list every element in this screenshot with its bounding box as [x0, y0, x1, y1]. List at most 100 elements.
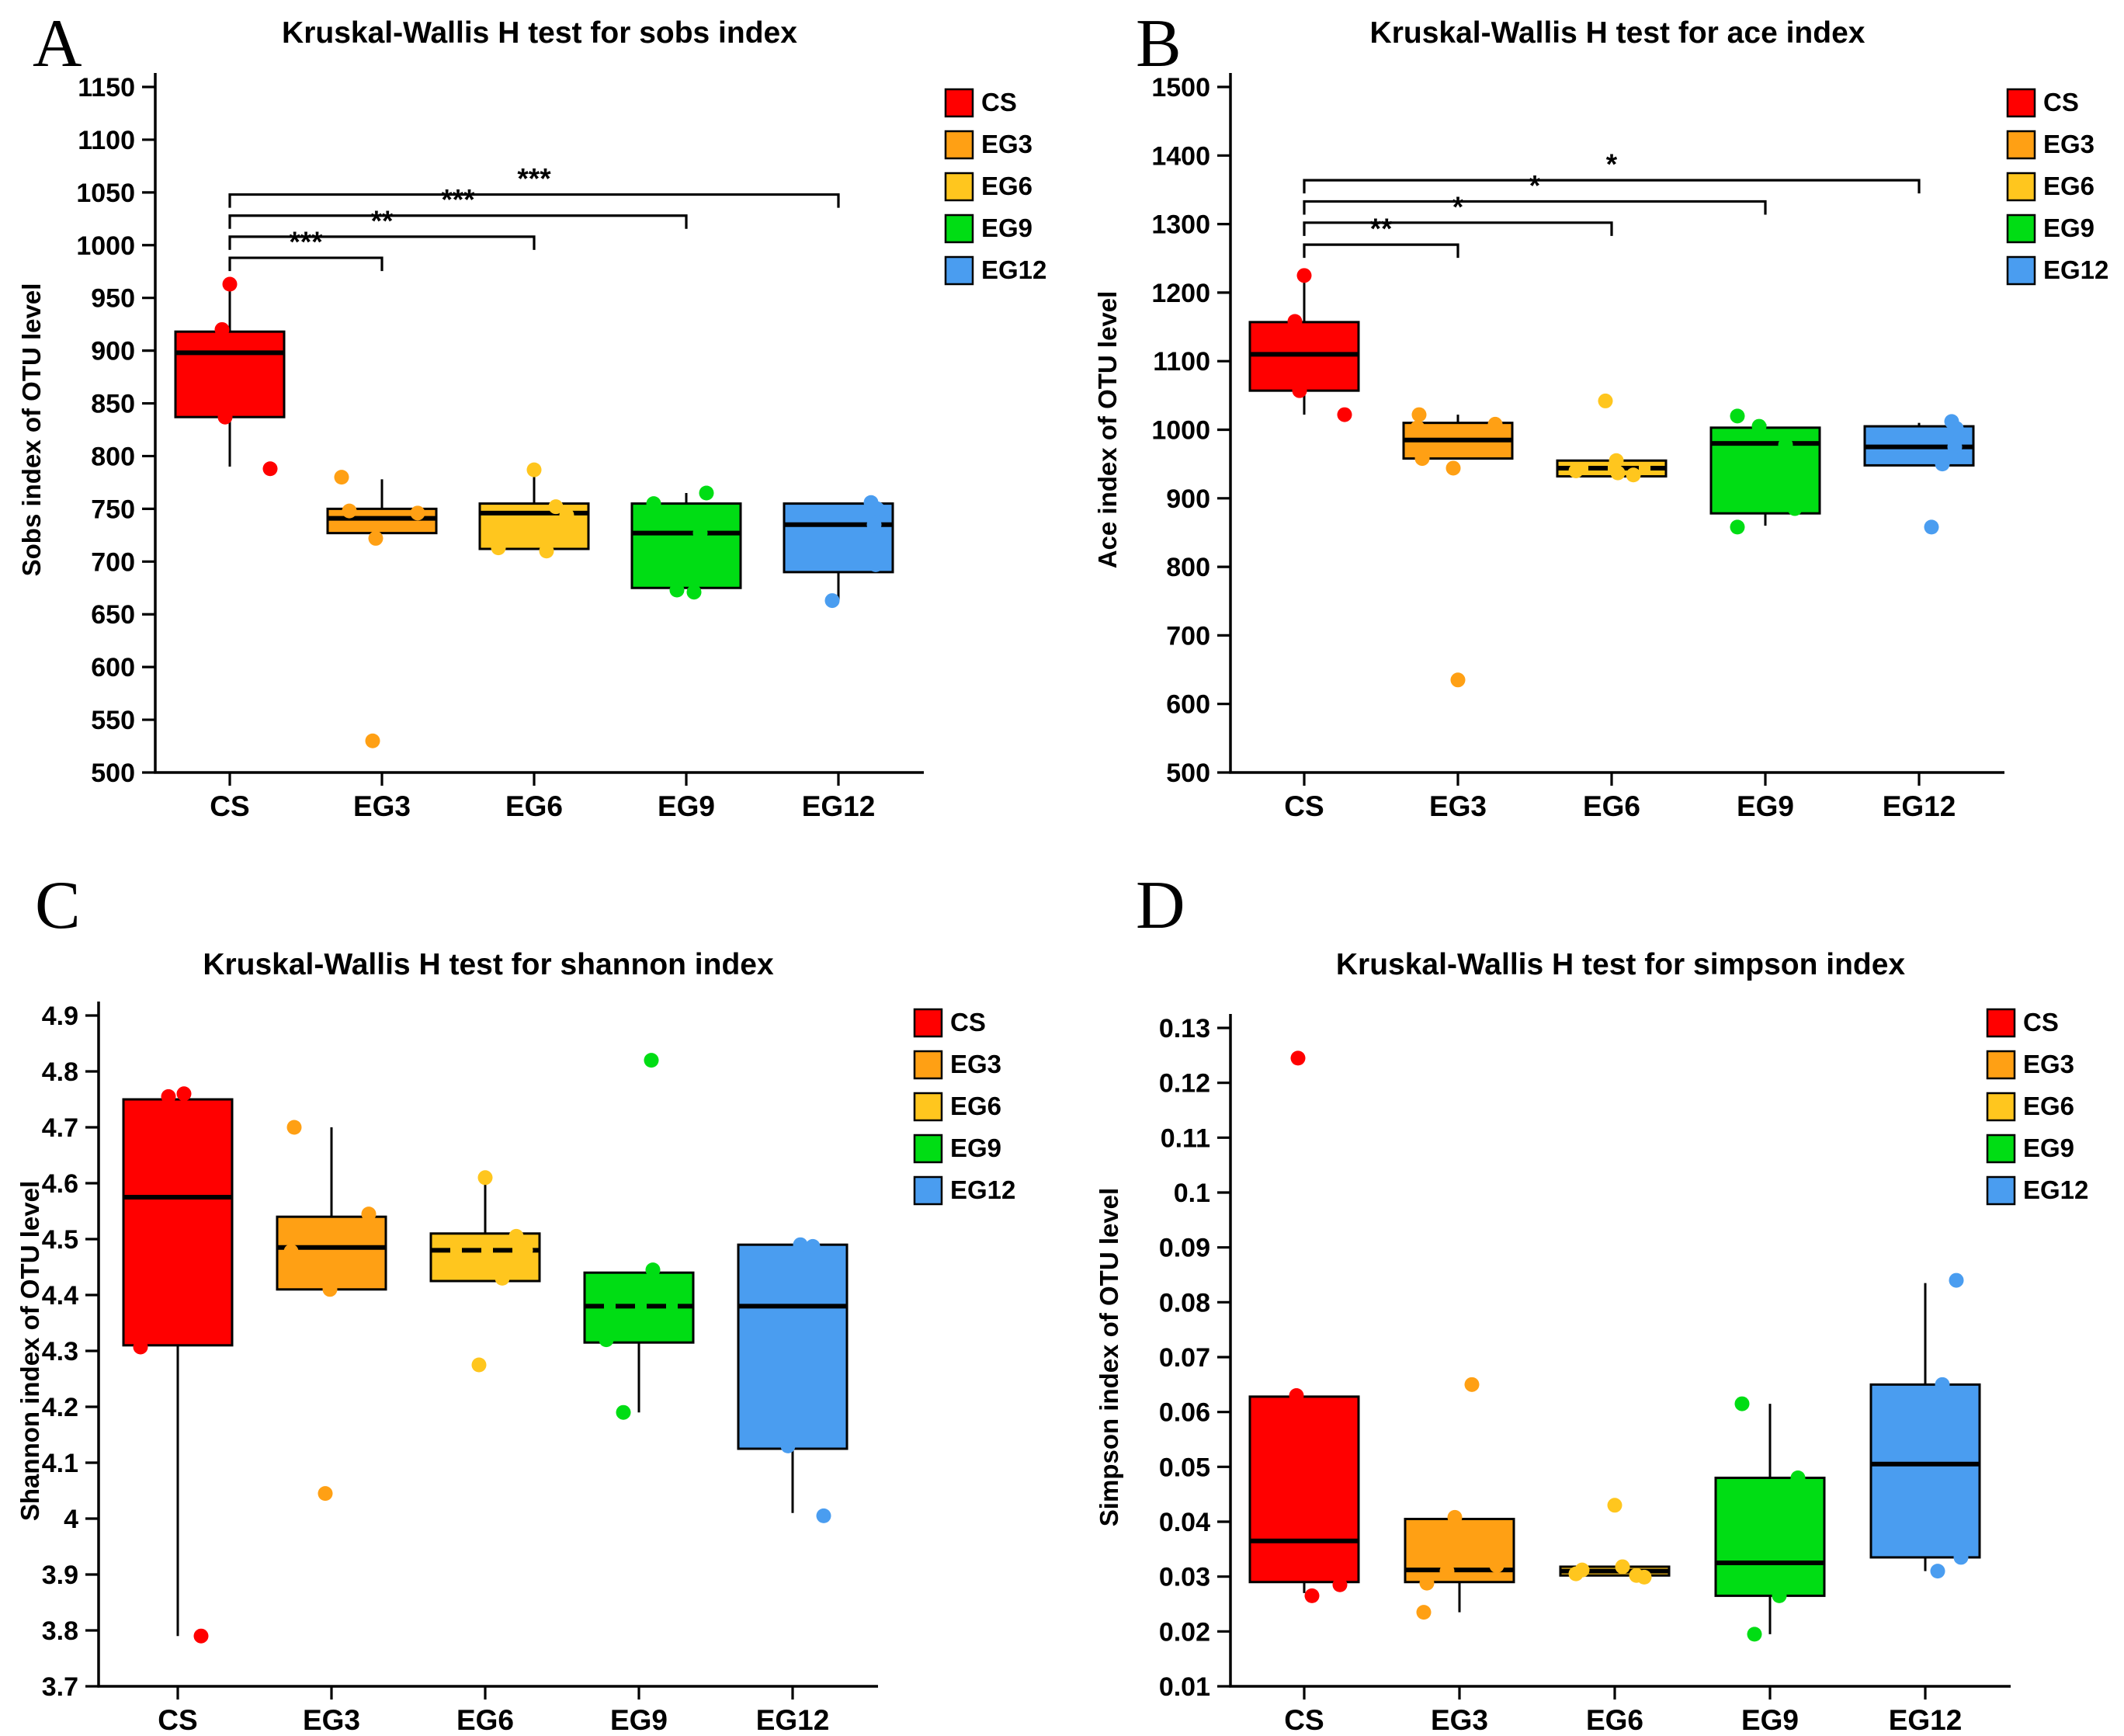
significance-bracket-CS-EG9: [228, 214, 688, 229]
chart-title: Kruskal-Wallis H test for sobs index: [282, 16, 797, 50]
legend-label-eg12: EG12: [2023, 1175, 2088, 1204]
data-point-EG3: [1419, 1575, 1435, 1591]
significance-bracket-CS-EG3: [1303, 243, 1459, 259]
y-tick-label: 800: [91, 442, 135, 471]
legend-swatch-eg6: [2006, 172, 2036, 202]
data-point-EG12: [1935, 457, 1950, 472]
legend-swatch-eg9: [944, 214, 974, 244]
y-tick-label: 0.1: [1174, 1179, 1210, 1208]
data-point-CS: [222, 276, 238, 292]
y-axis-label: Sobs index of OTU level: [17, 283, 46, 577]
legend-label-eg3: EG3: [981, 130, 1032, 158]
significance-bracket-CS-EG9: [1303, 200, 1767, 215]
data-point-EG6: [1636, 1569, 1652, 1585]
legend-swatch-cs: [944, 88, 974, 118]
y-axis-label: Shannon index of OTU level: [16, 1181, 44, 1521]
legend-label-eg6: EG6: [981, 172, 1032, 200]
legend-swatch-eg6: [944, 172, 974, 202]
legend-swatch-eg12: [944, 255, 974, 286]
boxplot-svg-ace: B Kruskal-Wallis H test for ace index Ace …: [1093, 6, 2108, 822]
y-tick-label: 1500: [1151, 73, 1210, 102]
data-point-CS: [214, 321, 230, 337]
y-tick-label: 0.03: [1159, 1563, 1210, 1592]
data-point-EG9: [1730, 408, 1745, 424]
data-point-EG3: [1464, 1377, 1480, 1392]
legend-swatch-eg6: [1986, 1092, 2016, 1122]
data-point-EG12: [1947, 439, 1963, 455]
x-tick-label-eg9: EG9: [658, 790, 715, 822]
data-point-CS: [1337, 407, 1352, 422]
legend-swatch-eg6: [913, 1092, 943, 1122]
legend-label-eg12: EG12: [950, 1175, 1015, 1204]
box-CS: [1248, 1395, 1360, 1584]
x-tick-label-eg9: EG9: [610, 1704, 668, 1732]
data-point-CS: [1289, 1387, 1304, 1403]
x-tick-label-cs: CS: [210, 790, 249, 822]
y-tick-label: 1100: [1153, 347, 1210, 377]
significance-label-CS-EG9: ***: [441, 184, 475, 216]
data-point-EG3: [1489, 1558, 1504, 1574]
legend-swatch-eg3: [1986, 1050, 2016, 1080]
data-point-EG9: [616, 1404, 631, 1420]
legend-label-eg12: EG12: [981, 255, 1046, 284]
data-point-EG6: [1626, 467, 1641, 483]
data-point-EG6: [508, 1228, 524, 1244]
data-point-EG9: [699, 485, 714, 501]
y-tick-label: 0.12: [1159, 1069, 1210, 1099]
x-tick-label-eg3: EG3: [303, 1704, 360, 1732]
data-point-CS: [1296, 268, 1312, 283]
significance-label-CS-EG3: **: [1370, 213, 1393, 245]
legend-swatch-eg12: [913, 1175, 943, 1206]
data-point-EG3: [322, 1282, 338, 1297]
significance-label-CS-EG6: **: [371, 205, 394, 237]
y-tick-label: 4: [64, 1505, 78, 1534]
x-tick-label-eg12: EG12: [802, 790, 876, 822]
chart-title: Kruskal-Wallis H test for shannon index: [203, 948, 774, 981]
significance-label-CS-EG12: ***: [517, 163, 551, 195]
data-point-EG12: [1953, 1550, 1969, 1565]
data-point-EG6: [491, 540, 506, 556]
data-point-EG6: [1609, 453, 1624, 468]
y-tick-label: 950: [91, 284, 135, 314]
significance-bracket-CS-EG12: [228, 193, 840, 208]
significance-label-CS-EG9: *: [1529, 169, 1541, 201]
panel-letter: C: [35, 868, 81, 943]
significance-label-CS-EG3: ***: [289, 226, 323, 258]
x-tick-label-eg3: EG3: [353, 790, 411, 822]
box-EG9: [1709, 426, 1821, 515]
data-point-CS: [133, 1339, 148, 1355]
data-point-EG12: [1935, 1377, 1950, 1392]
panel-letter: D: [1136, 868, 1185, 943]
y-tick-label: 500: [91, 759, 135, 788]
boxplot-svg-shannon: C Kruskal-Wallis H test for shannon index…: [16, 868, 1015, 1736]
y-tick-label: 550: [91, 706, 135, 735]
panel-a-sobs-boxplot: A Kruskal-Wallis H test for sobs index Sob…: [0, 0, 1062, 866]
y-tick-label: 900: [91, 337, 135, 366]
y-tick-label: 850: [91, 390, 135, 419]
chart-title: Kruskal-Wallis H test for ace index: [1370, 16, 1865, 50]
legend-label-eg9: EG9: [950, 1134, 1001, 1162]
data-point-EG3: [410, 505, 425, 521]
y-tick-label: 500: [1166, 759, 1210, 788]
y-axis-label: Ace index of OTU level: [1093, 291, 1122, 569]
x-tick-label-eg9: EG9: [1741, 1704, 1799, 1732]
data-point-EG12: [793, 1237, 808, 1252]
data-point-EG3: [1447, 1509, 1463, 1525]
significance-bracket-CS-EG6: [228, 235, 536, 250]
panel-d-simpson-boxplot: D Kruskal-Wallis H test for simpson index…: [1062, 866, 2124, 1736]
x-tick-label-eg12: EG12: [1889, 1704, 1963, 1732]
data-point-EG6: [495, 1270, 510, 1286]
data-point-CS: [1287, 314, 1303, 329]
data-point-EG3: [1487, 416, 1503, 432]
y-tick-label: 1200: [1151, 279, 1210, 308]
legend-label-eg6: EG6: [2043, 172, 2094, 200]
data-point-EG3: [368, 530, 384, 546]
boxplot-svg-sobs: A Kruskal-Wallis H test for sobs index Sob…: [17, 6, 1046, 822]
significance-label-CS-EG12: *: [1606, 148, 1618, 180]
data-point-CS: [161, 1088, 176, 1104]
data-point-EG12: [1924, 519, 1939, 535]
box-EG12: [737, 1243, 849, 1450]
data-point-EG3: [1411, 407, 1427, 422]
y-tick-label: 4.9: [42, 1002, 78, 1031]
